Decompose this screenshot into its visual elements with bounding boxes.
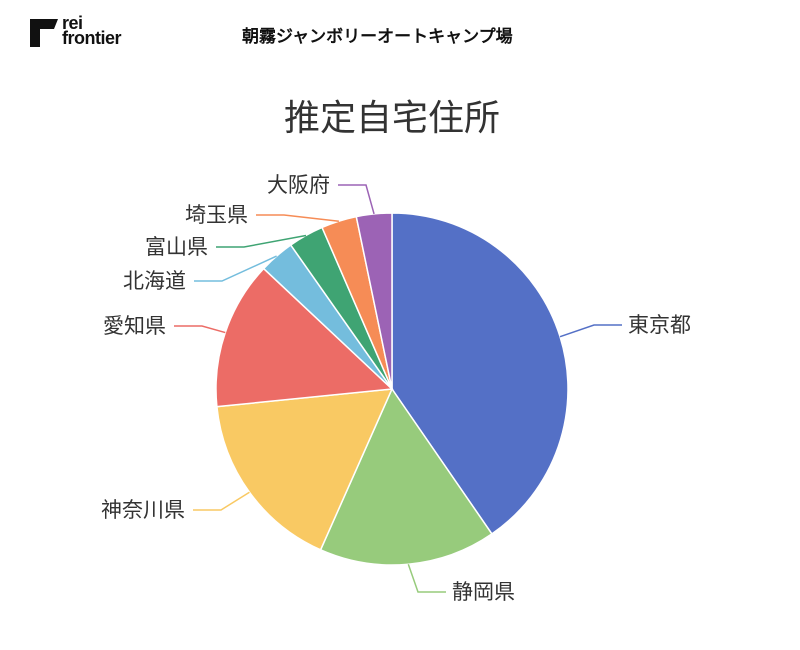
leader-line-3 (193, 491, 250, 511)
leader-line-6 (216, 234, 307, 248)
leader-line-8 (338, 184, 375, 215)
page-title: 朝霧ジャンボリーオートキャンプ場 (242, 27, 513, 47)
slice-label-5: 北海道 (123, 269, 186, 293)
slice-label-4: 愛知県 (103, 314, 166, 338)
logo-text-line2: frontier (62, 28, 122, 48)
brand-flag-icon (30, 19, 58, 47)
leader-line-1 (559, 324, 622, 338)
slice-label-3: 神奈川県 (101, 498, 185, 522)
pie-slice-2 (319, 387, 493, 566)
slice-label-2: 静岡県 (452, 580, 515, 604)
slice-label-1: 東京都 (628, 313, 691, 337)
leader-line-4 (174, 325, 226, 334)
pie-slice-1 (391, 212, 569, 535)
slice-label-7: 埼玉県 (185, 203, 248, 227)
slice-label-6: 富山県 (145, 235, 208, 259)
slice-label-8: 大阪府 (267, 173, 330, 197)
brand-logo: rei frontier (28, 13, 122, 48)
leader-line-5 (194, 255, 277, 282)
pie-slice-8 (355, 212, 393, 390)
logo-text-line1: rei (62, 13, 83, 33)
chart-title: 推定自宅住所 (284, 98, 500, 139)
leader-line-2 (407, 563, 446, 593)
leader-line-7 (256, 214, 339, 222)
pie-slice-3 (216, 388, 394, 551)
